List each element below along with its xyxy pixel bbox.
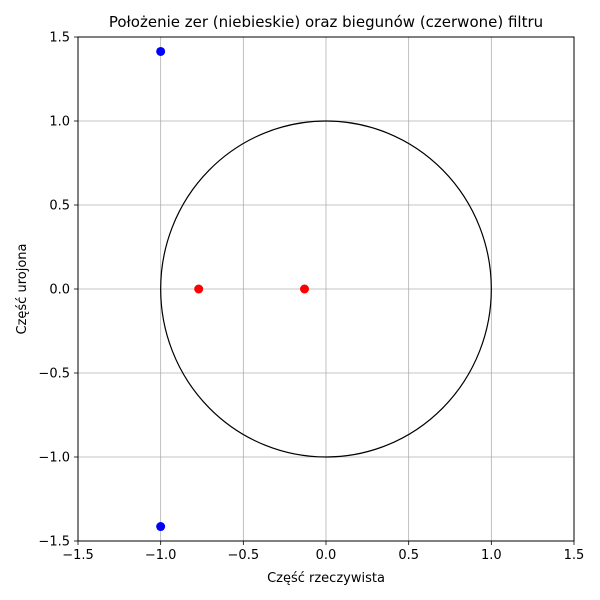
y-tick-label: 1.0 [49,115,70,130]
y-tick-label: 0.0 [49,283,70,298]
x-tick-label: −0.5 [228,548,260,563]
x-tick-label: 0.5 [398,548,419,563]
y-tick-label: −1.0 [38,451,70,466]
y-tick-label: 0.5 [49,199,70,214]
x-tick-label: 0.0 [316,548,337,563]
axis-ticks: −1.5 −1.0 −0.5 0.0 0.5 1.0 1.5 1.5 1.0 0.5 0.0 −0.5… [38,31,584,564]
y-tick-label: 1.5 [49,31,70,46]
x-tick-label: 1.0 [481,548,502,563]
x-tick-label: −1.5 [62,548,94,563]
pole-point [194,284,204,294]
x-tick-label: 1.5 [564,548,585,563]
grid-lines [77,36,575,542]
pole-point [300,284,310,294]
y-tick-label: −0.5 [38,367,70,382]
unit-circle-layer [160,120,492,458]
x-axis-label: Część rzeczywista [267,571,385,586]
zero-point [156,46,166,56]
data-points [156,46,310,532]
zero-point [156,522,166,532]
unit-circle [160,120,492,458]
y-axis-label: Część urojona [15,244,30,335]
x-tick-label: −1.0 [145,548,177,563]
y-tick-label: −1.5 [38,535,70,550]
chart-title: Położenie zer (niebieskie) oraz biegunów… [109,13,543,31]
